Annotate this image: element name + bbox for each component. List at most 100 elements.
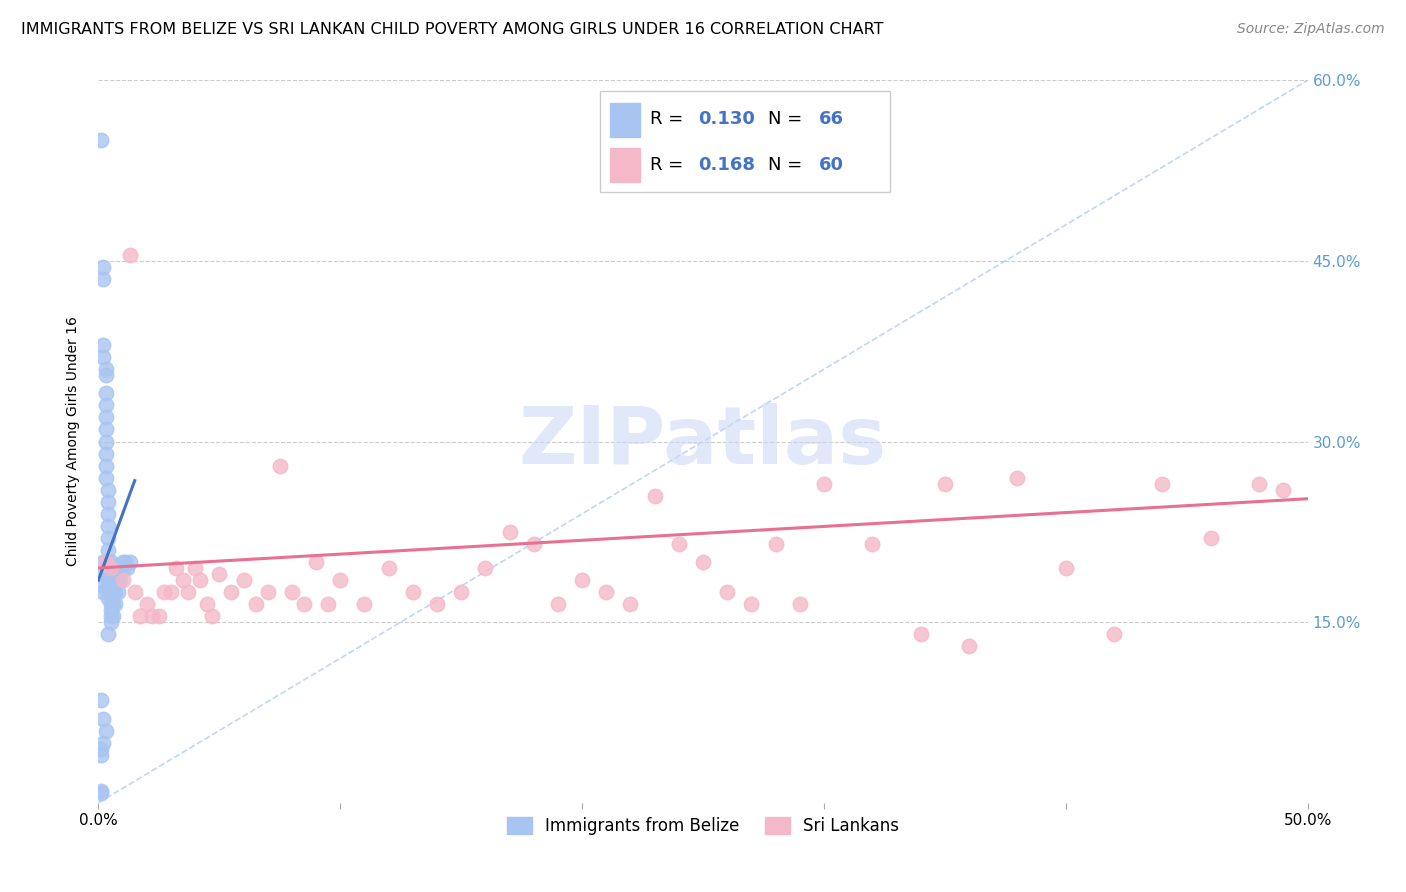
Point [135,597,157,611]
Point [716,585,738,599]
Point [100,603,122,617]
Point [94,362,117,376]
Point [90,747,112,762]
Point [91,338,114,352]
Point [101,573,124,587]
Point [195,597,218,611]
Point [90,786,112,800]
Point [232,573,254,587]
Point [91,585,114,599]
Point [957,639,980,653]
Point [97,531,120,545]
Point [100,585,122,599]
Point [91,272,114,286]
Point [141,609,163,624]
Point [692,555,714,569]
Point [97,507,120,521]
Point [148,609,170,624]
Point [910,627,932,641]
Point [100,609,122,624]
Point [97,579,120,593]
Text: 0.168: 0.168 [699,156,755,174]
Point [91,567,114,582]
Text: IMMIGRANTS FROM BELIZE VS SRI LANKAN CHILD POVERTY AMONG GIRLS UNDER 16 CORRELAT: IMMIGRANTS FROM BELIZE VS SRI LANKAN CHI… [21,22,883,37]
Point [108,561,131,575]
Point [91,712,114,726]
Point [1152,476,1174,491]
Point [245,597,267,611]
Point [101,585,124,599]
Point [595,585,617,599]
Point [292,597,315,611]
Text: 66: 66 [820,111,844,128]
Point [94,368,117,383]
Point [1007,470,1029,484]
Point [108,573,131,587]
Point [353,597,375,611]
Point [107,573,129,587]
Point [1199,531,1222,545]
Point [94,723,117,738]
Point [100,573,122,587]
Text: 0.130: 0.130 [699,111,755,128]
Point [94,555,117,569]
Point [201,609,224,624]
Text: 60: 60 [820,156,844,174]
Point [305,555,328,569]
Point [91,735,114,749]
Point [94,422,117,436]
Point [316,597,339,611]
Point [97,567,120,582]
Point [377,561,399,575]
Point [97,542,120,557]
Bar [610,148,640,182]
Point [90,693,112,707]
Point [104,573,127,587]
Point [100,555,122,569]
Point [97,518,120,533]
Point [117,561,139,575]
Point [172,573,194,587]
Point [402,585,425,599]
Point [90,784,112,798]
Point [124,585,146,599]
Point [97,627,120,641]
Point [269,458,291,473]
Point [221,585,243,599]
Point [111,561,134,575]
Point [1272,483,1295,497]
Y-axis label: Child Poverty Among Girls Under 16: Child Poverty Among Girls Under 16 [66,317,80,566]
Point [329,573,352,587]
Point [107,561,129,575]
Point [100,615,122,630]
Text: N =: N = [768,156,808,174]
Text: R =: R = [650,111,689,128]
Point [94,470,117,484]
Text: N =: N = [768,111,808,128]
Point [152,585,174,599]
Point [118,248,141,262]
Point [101,597,124,611]
Point [184,561,207,575]
Point [91,350,114,364]
Point [165,561,187,575]
Point [426,597,449,611]
Point [128,609,150,624]
Point [813,476,835,491]
Point [644,489,666,503]
Point [97,483,120,497]
Text: ZIPatlas: ZIPatlas [519,402,887,481]
Point [765,537,787,551]
Point [1249,476,1271,491]
Point [740,597,762,611]
Point [101,561,124,575]
Point [934,476,956,491]
Text: R =: R = [650,156,689,174]
Point [90,133,112,147]
Point [97,494,120,508]
Point [94,555,117,569]
Point [94,398,117,412]
Point [118,555,141,569]
Point [90,741,112,756]
Point [177,585,200,599]
